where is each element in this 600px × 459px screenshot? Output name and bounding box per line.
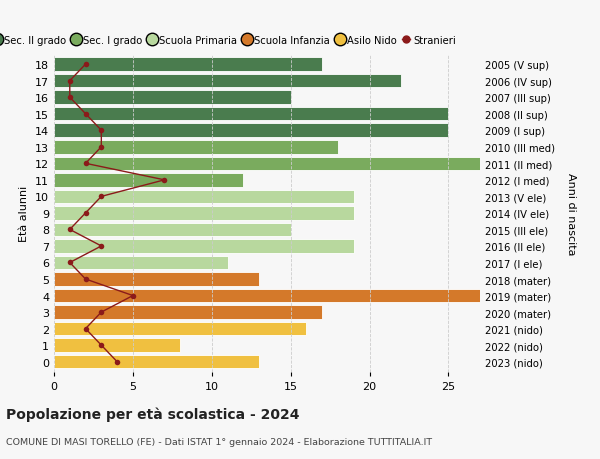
- Bar: [54, 273, 259, 286]
- Text: Popolazione per età scolastica - 2024: Popolazione per età scolastica - 2024: [6, 406, 299, 421]
- Bar: [54, 190, 354, 204]
- Point: [65, 94, 74, 101]
- Point: [65, 259, 74, 267]
- Point: [97, 341, 106, 349]
- Bar: [54, 240, 354, 253]
- Point: [160, 177, 169, 184]
- Point: [81, 62, 91, 69]
- Point: [112, 358, 122, 365]
- Point: [97, 243, 106, 250]
- Bar: [54, 256, 227, 270]
- Bar: [54, 223, 290, 237]
- Bar: [54, 124, 448, 138]
- Point: [97, 193, 106, 201]
- Point: [81, 276, 91, 283]
- Y-axis label: Anni di nascita: Anni di nascita: [566, 172, 576, 255]
- Point: [81, 325, 91, 333]
- Y-axis label: Età alunni: Età alunni: [19, 185, 29, 241]
- Bar: [54, 289, 480, 302]
- Bar: [54, 108, 448, 121]
- Bar: [54, 157, 480, 171]
- Point: [81, 210, 91, 217]
- Point: [81, 160, 91, 168]
- Point: [65, 226, 74, 234]
- Point: [65, 78, 74, 85]
- Point: [97, 309, 106, 316]
- Point: [97, 144, 106, 151]
- Bar: [54, 355, 259, 369]
- Bar: [54, 207, 354, 220]
- Bar: [54, 306, 322, 319]
- Bar: [54, 75, 401, 88]
- Bar: [54, 174, 244, 187]
- Point: [128, 292, 137, 300]
- Bar: [54, 91, 290, 105]
- Bar: [54, 322, 307, 336]
- Text: COMUNE DI MASI TORELLO (FE) - Dati ISTAT 1° gennaio 2024 - Elaborazione TUTTITAL: COMUNE DI MASI TORELLO (FE) - Dati ISTAT…: [6, 437, 432, 446]
- Point: [97, 127, 106, 134]
- Bar: [54, 141, 338, 154]
- Point: [81, 111, 91, 118]
- Legend: Sec. II grado, Sec. I grado, Scuola Primaria, Scuola Infanzia, Asilo Nido, Stran: Sec. II grado, Sec. I grado, Scuola Prim…: [0, 32, 460, 50]
- Bar: [54, 58, 322, 72]
- Bar: [54, 339, 180, 352]
